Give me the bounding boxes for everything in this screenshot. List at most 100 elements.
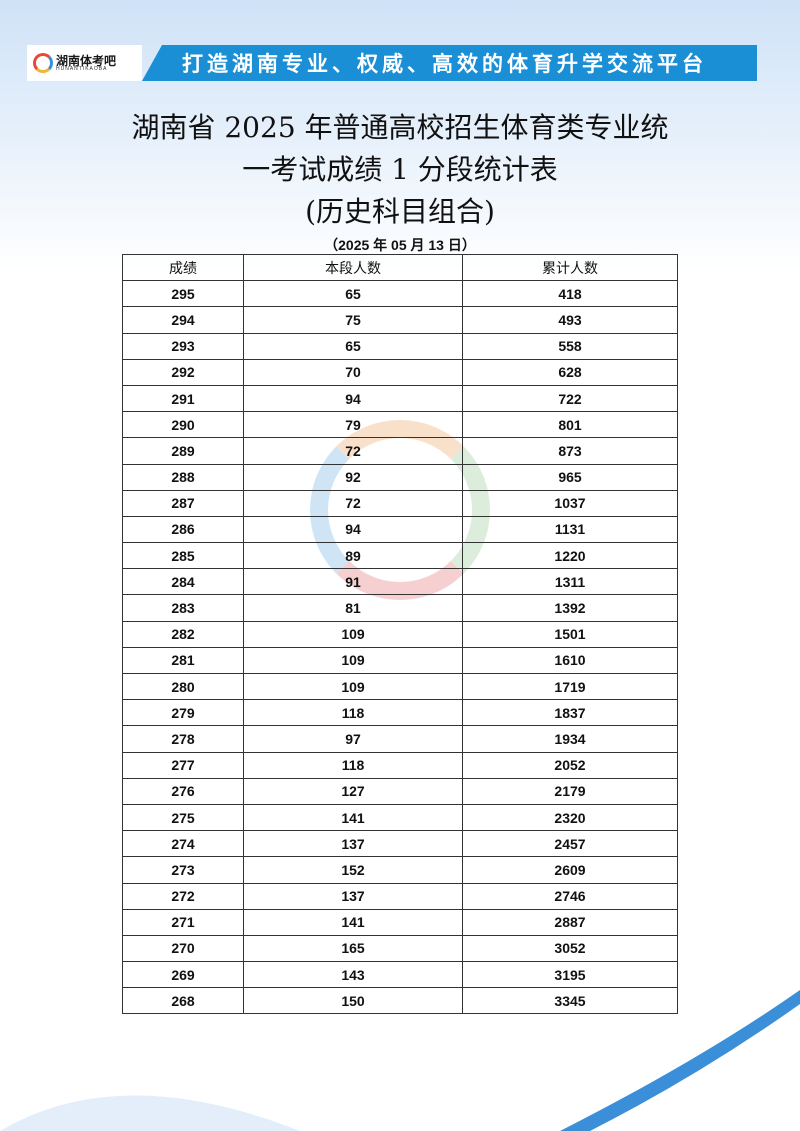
table-row: 270 165 3052 bbox=[122, 934, 678, 963]
cell-segment-count: 94 bbox=[243, 384, 463, 413]
table-row: 277 118 2052 bbox=[122, 751, 678, 779]
logo-name-en: HUNANTIKAOBA bbox=[56, 65, 108, 72]
table-row: 286 94 1131 bbox=[122, 515, 678, 544]
cell-segment-count: 91 bbox=[243, 568, 463, 596]
cell-segment-count: 97 bbox=[243, 725, 463, 753]
cell-cumulative-count: 1311 bbox=[462, 568, 678, 596]
cell-cumulative-count: 2609 bbox=[462, 856, 678, 884]
cell-score: 289 bbox=[122, 437, 244, 465]
cell-score: 280 bbox=[122, 672, 244, 701]
cell-cumulative-count: 558 bbox=[462, 332, 678, 360]
logo-name: 湖南体考吧 bbox=[56, 53, 117, 68]
cell-score: 288 bbox=[122, 463, 244, 491]
cell-score: 273 bbox=[122, 856, 244, 884]
table-row: 293 65 558 bbox=[122, 332, 678, 360]
table-row: 275 141 2320 bbox=[122, 803, 678, 832]
cell-cumulative-count: 1037 bbox=[462, 489, 678, 517]
cell-cumulative-count: 1501 bbox=[462, 620, 678, 648]
slogan: 打造湖南专业、权威、高效的体育升学交流平台 bbox=[142, 45, 757, 81]
header-banner: 湖南体考吧 HUNANTIKAOBA 打造湖南专业、权威、高效的体育升学交流平台 bbox=[27, 45, 757, 81]
cell-segment-count: 94 bbox=[243, 515, 463, 544]
cell-cumulative-count: 965 bbox=[462, 463, 678, 491]
table-row: 287 72 1037 bbox=[122, 489, 678, 517]
cell-segment-count: 137 bbox=[243, 882, 463, 910]
table-row: 292 70 628 bbox=[122, 358, 678, 386]
table-row: 290 79 801 bbox=[122, 411, 678, 439]
cell-score: 283 bbox=[122, 594, 244, 622]
table-row: 288 92 965 bbox=[122, 463, 678, 491]
cell-score: 276 bbox=[122, 777, 244, 805]
cell-cumulative-count: 1131 bbox=[462, 515, 678, 544]
cell-score: 295 bbox=[122, 280, 244, 308]
table-row: 272 137 2746 bbox=[122, 882, 678, 910]
title-line-1: 湖南省 2025 年普通高校招生体育类专业统 bbox=[131, 111, 669, 144]
cell-cumulative-count: 873 bbox=[462, 437, 678, 465]
cell-score: 281 bbox=[122, 646, 244, 675]
cell-cumulative-count: 2887 bbox=[462, 908, 678, 936]
cell-cumulative-count: 1392 bbox=[462, 594, 678, 622]
table-row: 269 143 3195 bbox=[122, 961, 678, 989]
title-line-3: (历史科目组合) bbox=[305, 195, 495, 228]
score-table: 成绩 本段人数 累计人数 295 65 418 294 75 493 293 65 558 292… bbox=[122, 253, 678, 1015]
date: （2025 年 05 月 13 日） bbox=[324, 237, 476, 253]
table-row: 289 72 873 bbox=[122, 437, 678, 465]
background-wave bbox=[0, 1095, 300, 1131]
cell-segment-count: 141 bbox=[243, 908, 463, 936]
table-row: 274 137 2457 bbox=[122, 830, 678, 858]
table-row: 281 109 1610 bbox=[122, 646, 678, 675]
cell-cumulative-count: 628 bbox=[462, 358, 678, 386]
cell-score: 293 bbox=[122, 332, 244, 360]
cell-segment-count: 72 bbox=[243, 489, 463, 517]
table-row: 278 97 1934 bbox=[122, 725, 678, 753]
cell-score: 275 bbox=[122, 803, 244, 832]
cell-cumulative-count: 493 bbox=[462, 306, 678, 334]
cell-cumulative-count: 1610 bbox=[462, 646, 678, 675]
table-row: 295 65 418 bbox=[122, 280, 678, 308]
cell-segment-count: 150 bbox=[243, 987, 463, 1015]
logo-icon bbox=[33, 53, 53, 73]
header-cumulative-count: 累计人数 bbox=[462, 253, 678, 282]
cell-cumulative-count: 801 bbox=[462, 411, 678, 439]
cell-cumulative-count: 418 bbox=[462, 280, 678, 308]
cell-cumulative-count: 2179 bbox=[462, 777, 678, 805]
table-header-row: 成绩 本段人数 累计人数 bbox=[122, 253, 678, 282]
cell-segment-count: 89 bbox=[243, 542, 463, 570]
table-row: 271 141 2887 bbox=[122, 908, 678, 936]
cell-score: 274 bbox=[122, 830, 244, 858]
cell-score: 284 bbox=[122, 568, 244, 596]
cell-cumulative-count: 2746 bbox=[462, 882, 678, 910]
cell-cumulative-count: 722 bbox=[462, 384, 678, 413]
cell-segment-count: 65 bbox=[243, 332, 463, 360]
cell-segment-count: 75 bbox=[243, 306, 463, 334]
cell-score: 277 bbox=[122, 751, 244, 779]
table-row: 285 89 1220 bbox=[122, 542, 678, 570]
logo: 湖南体考吧 HUNANTIKAOBA bbox=[27, 45, 142, 81]
header-score: 成绩 bbox=[122, 253, 244, 282]
cell-cumulative-count: 2052 bbox=[462, 751, 678, 779]
cell-segment-count: 109 bbox=[243, 620, 463, 648]
cell-score: 272 bbox=[122, 882, 244, 910]
cell-score: 278 bbox=[122, 725, 244, 753]
cell-cumulative-count: 1934 bbox=[462, 725, 678, 753]
cell-cumulative-count: 3345 bbox=[462, 987, 678, 1015]
cell-score: 290 bbox=[122, 411, 244, 439]
table-row: 276 127 2179 bbox=[122, 777, 678, 805]
table-row: 273 152 2609 bbox=[122, 856, 678, 884]
cell-cumulative-count: 2457 bbox=[462, 830, 678, 858]
table-row: 283 81 1392 bbox=[122, 594, 678, 622]
cell-segment-count: 70 bbox=[243, 358, 463, 386]
cell-segment-count: 127 bbox=[243, 777, 463, 805]
cell-cumulative-count: 3195 bbox=[462, 961, 678, 989]
cell-segment-count: 137 bbox=[243, 830, 463, 858]
cell-segment-count: 72 bbox=[243, 437, 463, 465]
cell-segment-count: 152 bbox=[243, 856, 463, 884]
cell-score: 279 bbox=[122, 699, 244, 727]
cell-score: 292 bbox=[122, 358, 244, 386]
table-row: 280 109 1719 bbox=[122, 672, 678, 701]
cell-segment-count: 109 bbox=[243, 646, 463, 675]
table-row: 294 75 493 bbox=[122, 306, 678, 334]
cell-segment-count: 109 bbox=[243, 672, 463, 701]
title-line-2: 一考试成绩 1 分段统计表 bbox=[242, 153, 558, 186]
page-title: 湖南省 2025 年普通高校招生体育类专业统 一考试成绩 1 分段统计表 (历史… bbox=[0, 107, 800, 233]
cell-segment-count: 79 bbox=[243, 411, 463, 439]
